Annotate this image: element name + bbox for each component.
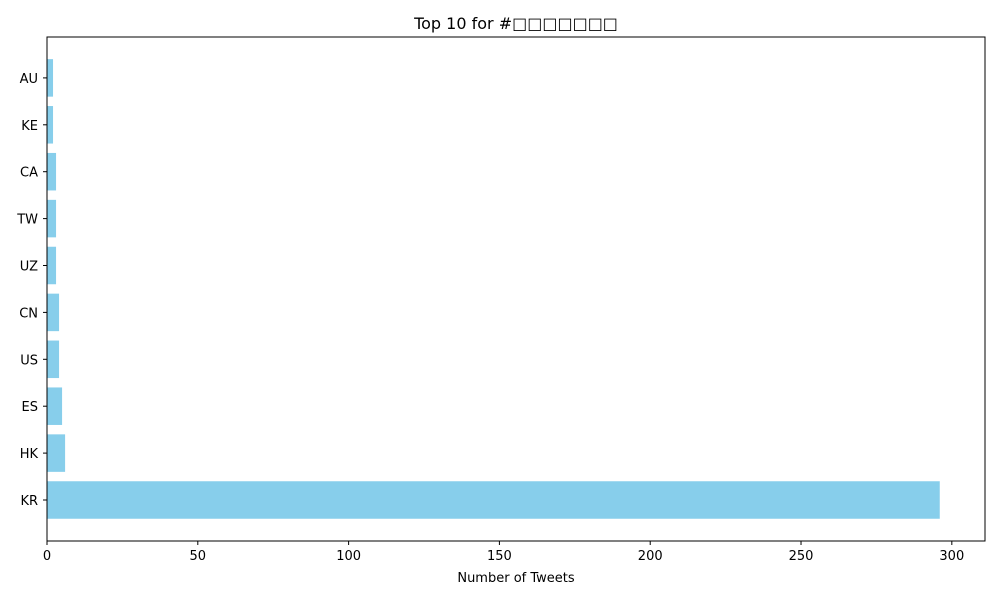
x-tick-label-200: 200	[638, 549, 663, 564]
y-tick-label-es: ES	[22, 400, 38, 415]
y-tick-label-au: AU	[20, 72, 38, 87]
y-tick-label-kr: KR	[20, 494, 38, 509]
x-tick-label-150: 150	[487, 549, 512, 564]
bars-group	[47, 59, 940, 519]
x-tick-label-100: 100	[336, 549, 361, 564]
x-axis: 0 50 100 150 200 250 300	[43, 541, 964, 564]
x-tick-label-0: 0	[43, 549, 51, 564]
y-tick-label-hk: HK	[20, 447, 39, 462]
plot-frame	[46, 36, 986, 542]
bar-ke	[47, 106, 54, 144]
y-tick-label-us: US	[20, 353, 38, 368]
bar-es	[47, 387, 63, 425]
bar-uz	[47, 246, 57, 285]
chart-title: Top 10 for #□□□□□□□	[413, 14, 618, 33]
bar-ca	[47, 152, 57, 191]
x-tick-label-250: 250	[789, 549, 814, 564]
y-tick-label-cn: CN	[19, 306, 38, 321]
bar-us	[47, 340, 60, 379]
bar-hk	[47, 434, 66, 472]
x-axis-title: Number of Tweets	[457, 571, 575, 586]
y-tick-label-tw: TW	[16, 213, 38, 228]
bar-tw	[47, 199, 57, 238]
bar-cn	[47, 293, 60, 332]
y-tick-label-uz: UZ	[20, 260, 38, 275]
y-tick-label-ke: KE	[21, 119, 38, 134]
bar-kr	[47, 481, 940, 519]
x-tick-label-50: 50	[190, 549, 207, 564]
bar-au	[47, 59, 54, 97]
x-tick-label-300: 300	[939, 549, 964, 564]
y-axis: KR HK ES US CN UZ TW CA KE AU	[16, 72, 47, 509]
y-tick-label-ca: CA	[20, 166, 38, 181]
